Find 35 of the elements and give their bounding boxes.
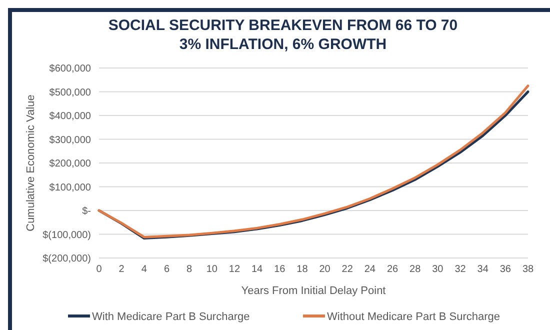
- x-tick-label: 28: [410, 264, 422, 275]
- x-tick-label: 6: [164, 264, 170, 275]
- x-tick-label: 36: [500, 264, 512, 275]
- x-tick-label: 32: [454, 264, 466, 275]
- x-tick-label: 14: [251, 264, 264, 275]
- x-tick-label: 22: [342, 264, 354, 275]
- y-tick-label: $100,000: [49, 182, 92, 194]
- y-tick-label: $(200,000): [42, 254, 91, 264]
- x-tick-label: 38: [522, 264, 534, 275]
- x-tick-label: 4: [141, 264, 148, 275]
- chart-title: SOCIAL SECURITY BREAKEVEN FROM 66 TO 70: [108, 17, 458, 34]
- x-tick-label: 18: [296, 264, 308, 275]
- y-tick-label: $500,000: [49, 87, 92, 98]
- x-tick-label: 34: [477, 264, 489, 275]
- x-tick-label: 8: [186, 264, 193, 275]
- x-tick-label: 30: [432, 264, 444, 275]
- x-tick-label: 20: [319, 264, 331, 275]
- x-tick-label: 10: [206, 264, 218, 275]
- y-axis-title: Cumulative Economic Value: [25, 94, 37, 232]
- x-tick-label: 26: [386, 264, 399, 275]
- y-tick-label: $(100,000): [42, 230, 91, 241]
- legend-label: With Medicare Part B Surcharge: [92, 310, 250, 323]
- y-tick-label: $200,000: [49, 158, 92, 170]
- x-tick-label: 24: [364, 264, 376, 275]
- y-tick-label: $600,000: [49, 64, 92, 74]
- y-tick-label: $400,000: [49, 111, 92, 122]
- chart-subtitle: 3% INFLATION, 6% GROWTH: [179, 36, 387, 53]
- legend-label: Without Medicare Part B Surcharge: [327, 310, 500, 323]
- x-tick-label: 16: [274, 264, 286, 275]
- x-tick-label: 0: [96, 264, 102, 275]
- x-tick-label: 2: [118, 264, 125, 275]
- x-tick-label: 12: [228, 264, 240, 275]
- y-tick-label: $-: [82, 206, 91, 217]
- x-axis-title: Years From Initial Delay Point: [241, 285, 386, 297]
- y-tick-label: $300,000: [49, 134, 92, 146]
